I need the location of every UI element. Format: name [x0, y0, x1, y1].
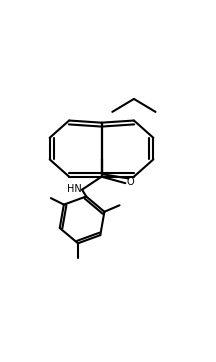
Text: O: O	[127, 177, 135, 187]
Text: HN: HN	[67, 184, 82, 194]
